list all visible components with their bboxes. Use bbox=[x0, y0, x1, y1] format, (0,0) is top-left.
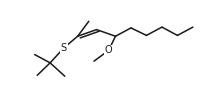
Text: S: S bbox=[61, 43, 67, 53]
Text: O: O bbox=[105, 45, 112, 55]
